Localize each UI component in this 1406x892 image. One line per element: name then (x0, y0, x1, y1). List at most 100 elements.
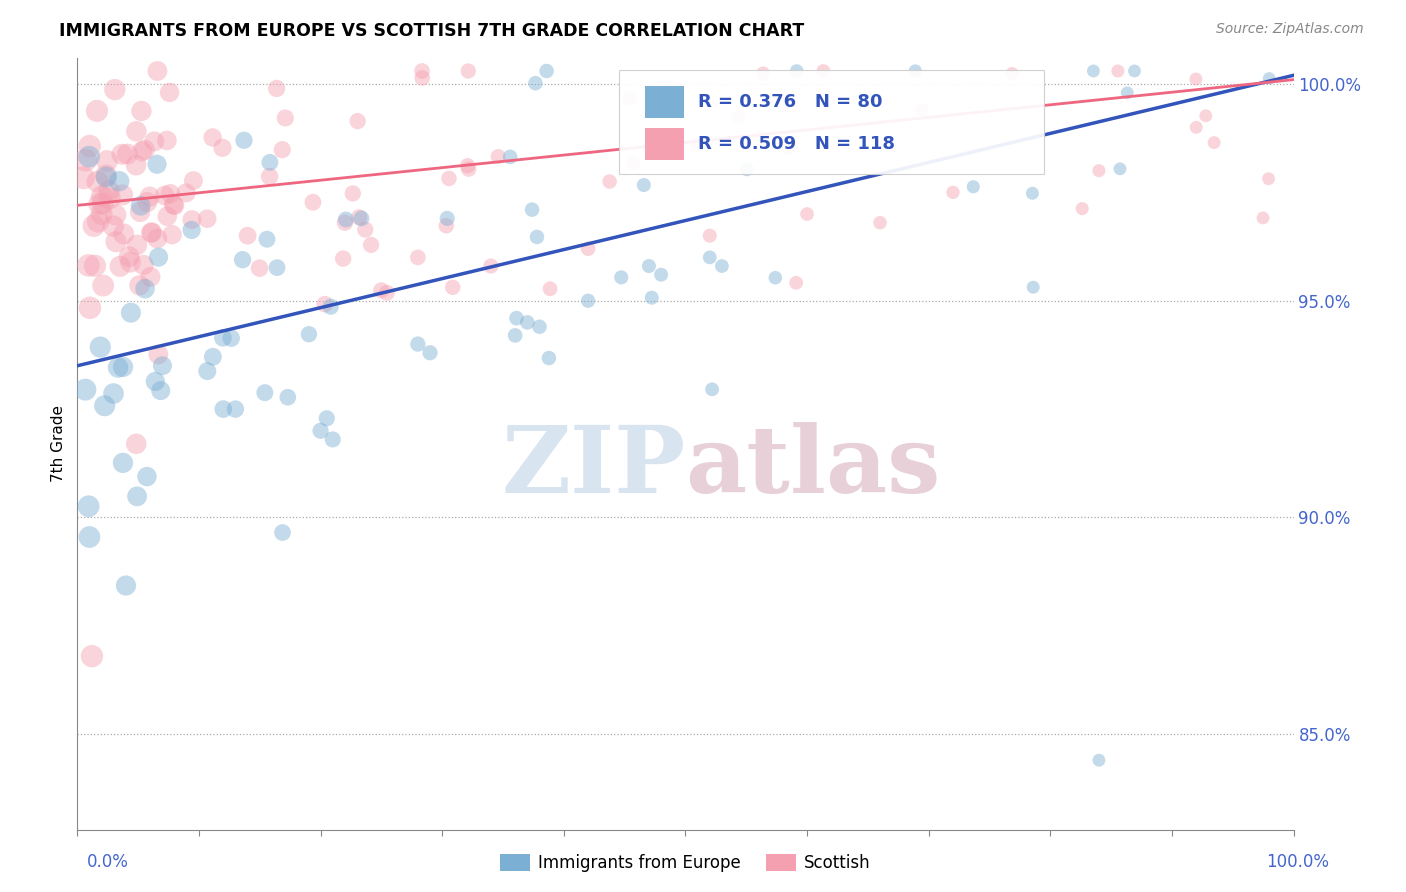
Point (97, 184, 120, 198)
Point (233, 133, 256, 147)
Point (342, 186, 364, 201)
Point (1185, 120, 1208, 135)
Point (132, 258, 155, 272)
Point (1123, 64, 1146, 78)
Point (360, 238, 382, 252)
Point (576, 242, 599, 256)
Point (623, 156, 645, 170)
Point (335, 212, 357, 227)
Point (516, 315, 538, 329)
Point (86, 103, 108, 118)
Point (139, 226, 162, 240)
Text: atlas: atlas (686, 422, 941, 512)
Point (112, 227, 135, 241)
Point (796, 207, 818, 221)
Point (162, 198, 184, 212)
Point (1109, 161, 1132, 176)
Point (503, 328, 526, 343)
Point (259, 169, 281, 184)
Point (77, 500, 100, 514)
Point (201, 130, 224, 145)
Point (212, 402, 235, 417)
Point (125, 437, 148, 451)
Text: Source: ZipAtlas.com: Source: ZipAtlas.com (1216, 22, 1364, 37)
Point (118, 250, 141, 264)
Point (1185, 72, 1208, 87)
Point (315, 411, 337, 425)
Point (322, 433, 344, 447)
Point (174, 186, 197, 200)
Point (103, 219, 125, 234)
Point (520, 202, 543, 217)
Point (962, 179, 984, 194)
Point (90, 207, 112, 221)
Point (89, 197, 111, 211)
Point (253, 385, 276, 400)
Point (727, 110, 749, 124)
Point (457, 159, 479, 173)
Point (79, 301, 101, 315)
Point (813, 64, 835, 78)
Point (146, 64, 169, 78)
Point (375, 285, 398, 300)
Point (89, 340, 111, 354)
Point (1107, 64, 1129, 78)
Point (112, 359, 135, 374)
Point (152, 359, 174, 373)
Point (159, 186, 181, 201)
Point (266, 81, 288, 95)
Point (524, 76, 547, 90)
Point (72, 170, 94, 185)
Text: 0.0%: 0.0% (87, 853, 129, 871)
Point (786, 64, 808, 78)
Point (638, 259, 661, 273)
Point (942, 186, 965, 200)
Point (436, 211, 458, 226)
Point (211, 141, 233, 155)
Point (1088, 163, 1111, 178)
Point (180, 223, 202, 237)
Point (350, 211, 373, 226)
Point (457, 162, 479, 177)
Point (159, 86, 181, 100)
Point (752, 66, 775, 80)
Point (108, 260, 131, 274)
Point (134, 282, 156, 296)
Point (1257, 171, 1279, 186)
Point (1088, 753, 1111, 767)
Point (904, 64, 927, 78)
Point (128, 278, 150, 293)
Point (700, 382, 723, 396)
Point (125, 238, 148, 252)
Point (115, 578, 138, 592)
Point (127, 489, 149, 503)
Point (633, 178, 655, 192)
Point (298, 327, 321, 342)
Point (129, 204, 152, 219)
Point (437, 171, 460, 186)
Point (869, 216, 891, 230)
Point (778, 141, 800, 155)
Point (224, 402, 246, 417)
Point (537, 351, 560, 365)
Point (136, 469, 159, 483)
Point (274, 111, 297, 125)
Point (87, 214, 110, 228)
Bar (645, 128, 685, 160)
Point (149, 384, 172, 398)
Text: R = 0.509   N = 118: R = 0.509 N = 118 (697, 135, 894, 153)
Point (354, 222, 377, 236)
Point (499, 150, 522, 164)
Legend: Immigrants from Europe, Scottish: Immigrants from Europe, Scottish (494, 847, 877, 880)
Point (75, 383, 97, 397)
Point (610, 270, 633, 285)
Point (146, 157, 169, 171)
Point (332, 252, 354, 266)
Point (576, 293, 599, 308)
Point (1083, 64, 1105, 78)
Point (619, 91, 641, 105)
Point (141, 226, 163, 240)
FancyBboxPatch shape (619, 70, 1045, 174)
Point (94, 169, 117, 183)
Point (526, 230, 548, 244)
